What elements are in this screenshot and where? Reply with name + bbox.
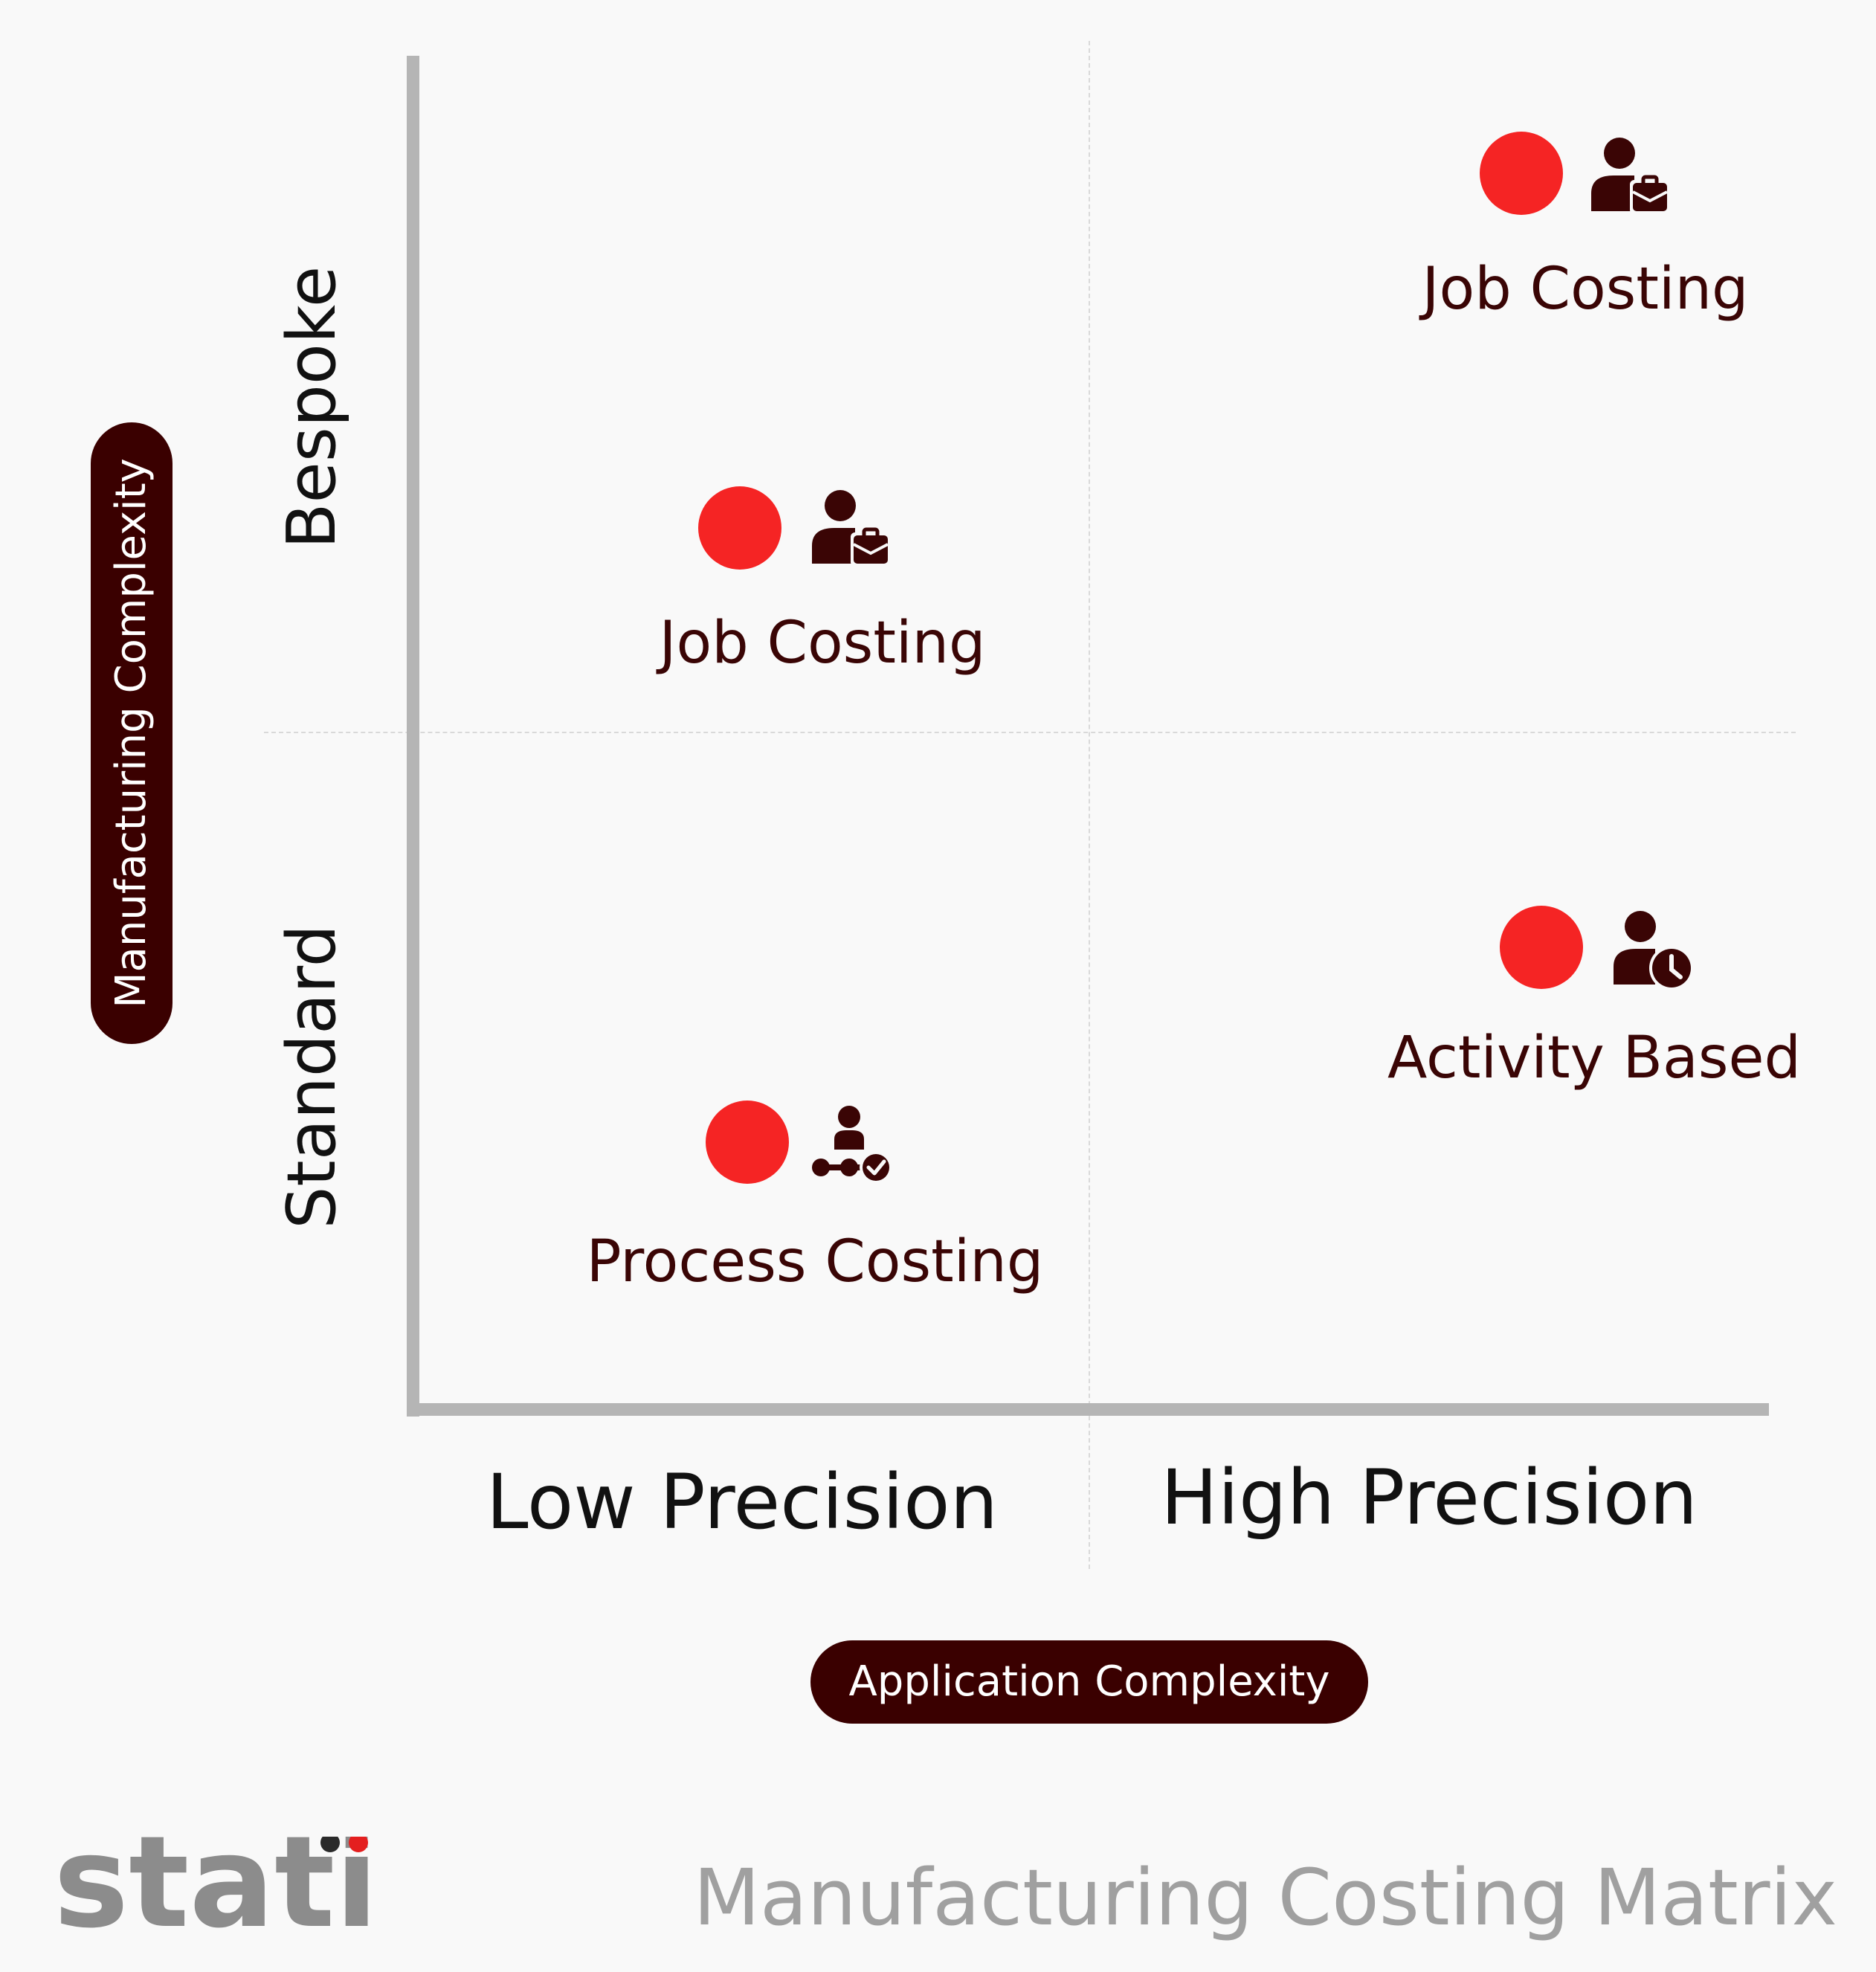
vertical-divider (1089, 41, 1090, 1569)
marker-dot (1500, 906, 1583, 989)
footer-title: Manufacturing Costing Matrix (693, 1852, 1837, 1943)
x-category-low-precision: Low Precision (486, 1458, 999, 1547)
x-category-high-precision: High Precision (1161, 1454, 1698, 1542)
y-axis-title-text: Manufacturing Complexity (107, 458, 155, 1008)
person-process-check-icon (812, 1106, 892, 1184)
person-briefcase-icon (812, 490, 891, 567)
svg-text:statii: statii (54, 1837, 381, 1933)
statii-logo: statii (54, 1837, 381, 1933)
item-label: Process Costing (586, 1228, 1044, 1295)
person-briefcase-icon (1591, 138, 1670, 214)
marker-dot (1480, 132, 1563, 215)
y-category-standard: Standard (273, 924, 351, 1229)
y-axis-title: Manufacturing Complexity (91, 422, 173, 1044)
item-label: Job Costing (1422, 256, 1749, 323)
x-axis-title: Application Complexity (810, 1640, 1368, 1724)
item-label: Activity Based (1387, 1025, 1801, 1092)
marker-dot (706, 1101, 789, 1184)
x-axis-title-text: Application Complexity (848, 1657, 1330, 1706)
y-axis-line (407, 56, 419, 1417)
y-category-bespoke: Bespoke (273, 265, 351, 550)
horizontal-divider (264, 732, 1796, 733)
marker-dot (698, 486, 781, 570)
x-axis-line (407, 1403, 1769, 1416)
item-label: Job Costing (659, 610, 986, 677)
person-clock-icon (1614, 911, 1694, 990)
